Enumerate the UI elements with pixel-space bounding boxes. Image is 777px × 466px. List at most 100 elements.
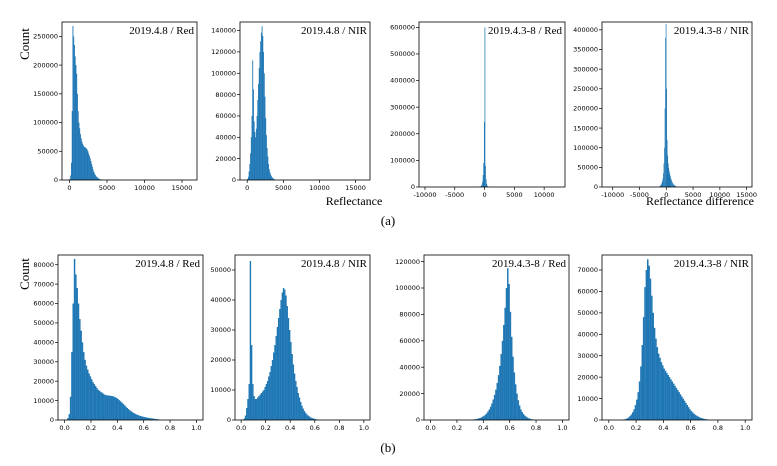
- y-tick-label: 0: [594, 183, 598, 191]
- x-tick-label: 0.0: [236, 424, 246, 432]
- bar: [90, 161, 92, 180]
- bar: [651, 295, 653, 420]
- bar: [505, 288, 508, 420]
- bar: [88, 153, 90, 180]
- y-tick-label: 600000: [390, 24, 415, 32]
- x-tick-label: 0.0: [425, 424, 435, 432]
- y-tick-label: 0: [50, 416, 54, 424]
- bar: [79, 128, 81, 180]
- bar: [93, 171, 95, 180]
- x-axis-label-reflectance-difference: Reflectance difference: [646, 194, 754, 208]
- bar: [627, 417, 630, 420]
- bar: [100, 391, 102, 420]
- y-tick-label: 500000: [390, 50, 415, 58]
- y-axis-label-b: Count: [17, 258, 32, 290]
- chart-panels: 0 5000 10000 150000500001000001500002000002…: [33, 21, 757, 432]
- bar: [252, 60, 254, 180]
- bar: [483, 121, 485, 187]
- bar: [271, 360, 274, 420]
- bar: [243, 418, 245, 420]
- bar: [262, 35, 264, 180]
- bar: [86, 149, 88, 180]
- bar: [90, 379, 93, 420]
- bar: [118, 400, 121, 420]
- bar: [97, 177, 99, 180]
- y-tick-label: 100000: [33, 119, 58, 127]
- bar: [77, 93, 78, 180]
- bar: [525, 416, 527, 420]
- bar: [97, 389, 100, 420]
- y-tick-label: 40000: [577, 330, 598, 338]
- x-tick-label: 0.4: [285, 424, 295, 432]
- bar: [682, 398, 684, 420]
- bar: [71, 162, 72, 180]
- bar: [314, 419, 317, 420]
- bar: [662, 365, 664, 420]
- bar: [251, 115, 253, 180]
- bar: [267, 156, 269, 180]
- bar: [76, 288, 78, 420]
- bar: [693, 413, 695, 420]
- bar: [667, 155, 669, 187]
- bar: [148, 418, 151, 420]
- y-tick-label: 120000: [211, 48, 236, 56]
- bar: [123, 405, 126, 420]
- bar: [669, 174, 671, 187]
- bar: [302, 408, 304, 420]
- y-tick-label: 300000: [573, 65, 598, 73]
- bar: [76, 73, 78, 180]
- bar: [689, 409, 691, 420]
- bar: [697, 416, 699, 420]
- bar: [92, 166, 93, 180]
- bar: [683, 400, 686, 420]
- bar: [95, 176, 97, 180]
- bar: [272, 178, 274, 180]
- bar: [84, 359, 86, 420]
- bar: [672, 182, 673, 187]
- bar: [476, 418, 479, 420]
- chart-title: 2019.4.3-8 / NIR: [674, 25, 750, 37]
- bar: [279, 309, 281, 420]
- x-tick-label: 0.2: [631, 424, 641, 432]
- chart-b4: 0.0 0.2 0.4 0.6 0.8 1.0 0 10000 20000 30000 40000 5…: [577, 254, 753, 432]
- bar: [648, 265, 650, 420]
- y-tick-label: 0: [594, 416, 598, 424]
- bar: [266, 381, 269, 420]
- bar: [250, 345, 253, 420]
- y-tick-label: 70000: [33, 280, 54, 288]
- y-tick-label: 50000: [210, 266, 231, 274]
- bar: [290, 342, 292, 420]
- bar: [489, 406, 492, 420]
- bar: [268, 163, 270, 180]
- y-tick-label: 400000: [390, 77, 415, 85]
- bar: [679, 394, 682, 420]
- bar: [672, 383, 675, 420]
- bar: [82, 143, 84, 180]
- y-tick-label: 140000: [211, 27, 236, 35]
- bar: [270, 174, 272, 180]
- bar: [94, 173, 96, 180]
- y-tick-label: 30000: [210, 326, 231, 334]
- bar: [664, 108, 666, 187]
- y-tick-label: 80000: [33, 261, 54, 269]
- plot-frame: [239, 21, 371, 181]
- bar: [307, 415, 309, 420]
- plot-frame: [601, 254, 753, 421]
- bar: [524, 415, 526, 420]
- x-tick-label: 0.2: [452, 424, 462, 432]
- bar: [101, 392, 103, 420]
- bar: [80, 330, 82, 420]
- bar: [668, 168, 670, 187]
- bar: [481, 184, 483, 187]
- bar: [256, 115, 258, 180]
- bar: [675, 387, 678, 420]
- chart-title: 2019.4.3-8 / NIR: [674, 258, 750, 270]
- bar: [74, 44, 75, 181]
- x-tick-label: 5000: [275, 184, 292, 192]
- panel-label-a: (a): [381, 213, 395, 228]
- bar: [264, 387, 266, 420]
- bar: [254, 399, 257, 420]
- bar: [79, 319, 81, 420]
- bar: [151, 418, 154, 420]
- bar: [255, 399, 258, 420]
